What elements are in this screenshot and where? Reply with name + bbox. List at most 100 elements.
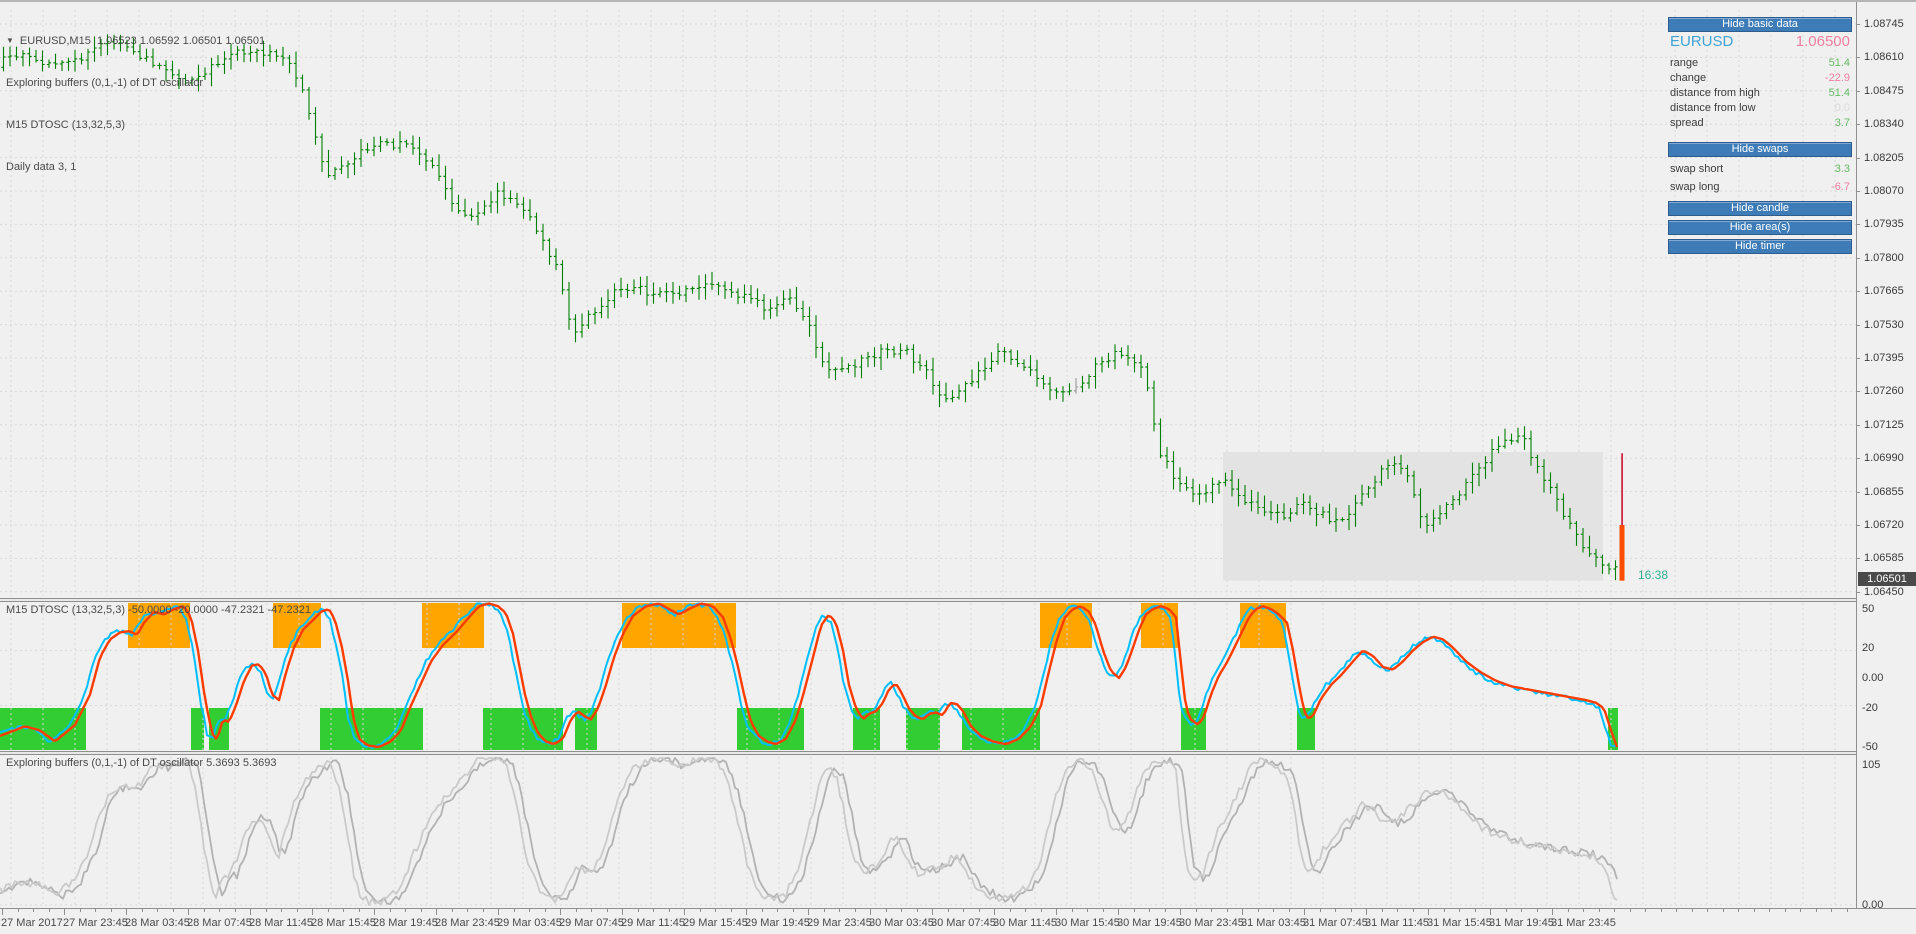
time-axis-minor-tick <box>203 909 205 912</box>
time-axis-minor-tick <box>606 909 608 912</box>
indicator-name-dtosc: M15 DTOSC (13,32,5,3) <box>6 119 126 131</box>
time-axis-major-tick <box>1428 909 1429 915</box>
time-axis-major-tick <box>932 909 933 915</box>
time-axis-major-tick <box>1304 909 1305 915</box>
current-price-tag: 1.06501 <box>1858 572 1916 587</box>
time-axis-major-tick <box>1366 909 1367 915</box>
buffers-panel-canvas[interactable] <box>0 755 1856 908</box>
time-axis-minor-tick <box>839 909 840 912</box>
price-scale-tick <box>1856 591 1860 593</box>
price-scale-tick <box>1856 525 1860 526</box>
time-axis-minor-tick <box>1536 909 1538 912</box>
price-scale-tick <box>1856 324 1860 326</box>
time-axis-minor-tick <box>1133 909 1135 912</box>
time-axis-minor-tick <box>1288 909 1290 912</box>
indicator-name-buffers: Exploring buffers (0,1,-1) of DT oscilla… <box>6 77 204 89</box>
price-scale-label: 1.07395 <box>1864 352 1904 364</box>
price-scale-tick <box>1856 358 1860 359</box>
time-axis-minor-tick <box>1629 909 1631 912</box>
time-axis-minor-tick <box>947 909 949 912</box>
distance-high-value: 51.4 <box>1828 87 1850 99</box>
price-scale-label: 1.06585 <box>1864 552 1904 565</box>
price-scale-label: 1.07125 <box>1864 418 1904 431</box>
time-axis-minor-tick <box>1800 909 1801 912</box>
info-row-swap-short: swap short 3.3 <box>1670 163 1850 175</box>
dtosc-panel-canvas[interactable] <box>0 602 1856 751</box>
time-axis-label: 27 Mar 23:45 <box>63 917 128 929</box>
price-scale-label: 1.08475 <box>1864 84 1904 97</box>
price-scale-tick <box>1856 90 1860 92</box>
time-axis-minor-tick <box>544 909 546 912</box>
time-axis-minor-tick <box>1412 909 1414 912</box>
time-axis-minor-tick <box>854 909 856 912</box>
time-axis-minor-tick <box>591 909 592 912</box>
time-axis-major-tick <box>2 909 3 915</box>
panel-splitter-1[interactable] <box>0 598 1916 602</box>
price-scale-label: 1.08070 <box>1864 185 1904 197</box>
time-axis-major-tick <box>436 909 437 915</box>
main-chart-canvas[interactable] <box>0 2 1856 598</box>
time-axis-label: 31 Mar 23:45 <box>1551 917 1616 929</box>
hide-areas-button[interactable]: Hide area(s) <box>1668 220 1852 235</box>
time-axis-minor-tick <box>1521 909 1522 912</box>
price-scale-tick <box>1856 424 1860 426</box>
price-scale[interactable]: 1.08745 1.08610 1.08475 1.08340 1.08205 1.080… <box>1856 2 1916 908</box>
time-axis-major-tick <box>188 909 189 915</box>
change-value: -22.9 <box>1824 72 1850 84</box>
time-axis-major-tick <box>1118 909 1119 915</box>
time-axis-major-tick <box>374 909 375 915</box>
time-axis-label: 28 Mar 19:45 <box>373 917 438 929</box>
time-axis-minor-tick <box>1784 909 1786 912</box>
info-row-spread: spread 3.7 <box>1670 117 1850 129</box>
time-axis-minor-tick <box>1459 909 1460 912</box>
range-value: 51.4 <box>1828 57 1850 69</box>
time-axis-minor-tick <box>467 909 468 912</box>
hide-basic-data-button[interactable]: Hide basic data <box>1668 17 1852 32</box>
time-axis-minor-tick <box>1335 909 1336 912</box>
time-axis-major-tick <box>1242 909 1243 915</box>
panel-splitter-2[interactable] <box>0 751 1916 755</box>
time-axis-label: 28 Mar 03:45 <box>125 917 190 929</box>
price-scale-tick <box>1856 458 1860 460</box>
price-scale-tick <box>1856 391 1860 393</box>
time-axis-minor-tick <box>1257 909 1259 912</box>
time-axis-minor-tick <box>420 909 422 912</box>
time-axis-minor-tick <box>1567 909 1569 912</box>
hide-timer-button[interactable]: Hide timer <box>1668 239 1852 254</box>
time-axis-minor-tick <box>653 909 654 912</box>
time-axis-label: 29 Mar 15:45 <box>683 917 748 929</box>
time-axis-label: 30 Mar 23:45 <box>1179 917 1244 929</box>
time-axis-minor-tick <box>17 909 19 912</box>
hide-swaps-button[interactable]: Hide swaps <box>1668 142 1852 157</box>
price-scale-tick <box>1856 257 1860 259</box>
time-axis-minor-tick <box>157 909 158 912</box>
time-axis-minor-tick <box>1102 909 1104 912</box>
time-axis-minor-tick <box>405 909 406 912</box>
time-axis-minor-tick <box>1350 909 1352 912</box>
hide-candle-button[interactable]: Hide candle <box>1668 201 1852 216</box>
symbol-dropdown-icon[interactable]: ▼ <box>6 36 14 45</box>
time-axis-minor-tick <box>33 909 34 912</box>
swap-short-value: 3.3 <box>1834 163 1850 175</box>
time-axis-label: 29 Mar 03:45 <box>497 917 562 929</box>
time-axis-minor-tick <box>1831 909 1832 912</box>
price-scale-label: 1.06450 <box>1864 585 1904 598</box>
time-axis-major-tick <box>808 909 809 915</box>
oscillator-scale-label: 105 <box>1862 759 1881 771</box>
price-scale-label: 1.07800 <box>1864 251 1904 264</box>
oscillator-scale-label: 50 <box>1862 603 1875 615</box>
time-axis-label: 30 Mar 03:45 <box>869 917 934 929</box>
time-axis-minor-tick <box>792 909 794 912</box>
time-axis-label: 30 Mar 19:45 <box>1117 917 1182 929</box>
time-axis-minor-tick <box>777 909 778 912</box>
swap-long-value: -6.7 <box>1831 181 1850 193</box>
time-axis-minor-tick <box>901 909 902 912</box>
time-axis-minor-tick <box>1846 909 1848 912</box>
time-axis-minor-tick <box>79 909 81 912</box>
time-axis-minor-tick <box>668 909 670 912</box>
time-axis[interactable]: 27 Mar 2017 27 Mar 23:45 28 Mar 03:45 28 Ma… <box>0 908 1916 934</box>
time-axis-minor-tick <box>358 909 360 912</box>
time-axis-minor-tick <box>48 909 50 912</box>
oscillator-scale-label: -50 <box>1862 741 1878 753</box>
time-axis-minor-tick <box>1443 909 1445 912</box>
